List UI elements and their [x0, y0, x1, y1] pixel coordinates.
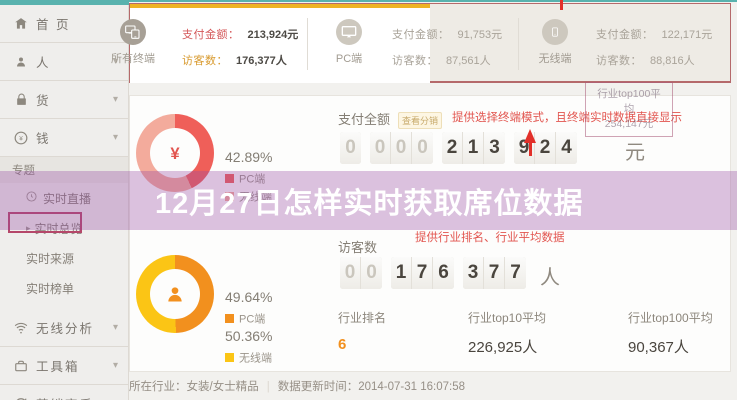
svg-text:¥: ¥ — [19, 135, 23, 142]
svg-text:¥: ¥ — [170, 144, 180, 163]
